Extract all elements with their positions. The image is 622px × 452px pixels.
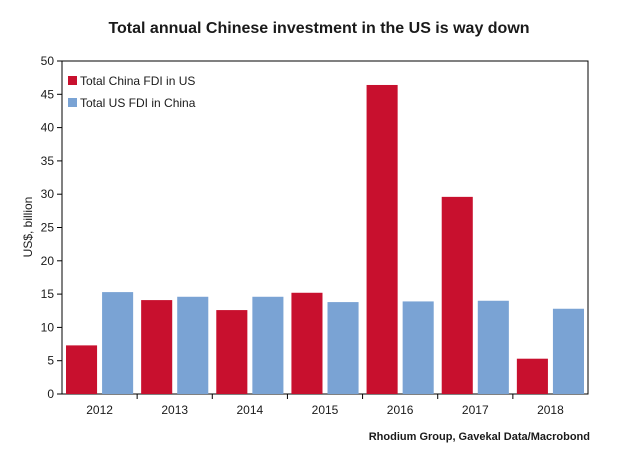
bar-us-fdi-2016 <box>402 301 434 394</box>
y-tick-label: 35 <box>41 154 55 168</box>
y-tick-label: 50 <box>41 54 55 68</box>
x-tick-label: 2016 <box>387 403 414 417</box>
y-tick-label: 25 <box>41 221 55 235</box>
y-tick-label: 30 <box>41 187 55 201</box>
chart-title: Total annual Chinese investment in the U… <box>108 20 529 37</box>
bar-us-fdi-2018 <box>552 308 584 394</box>
legend-label-china-fdi: Total China FDI in US <box>80 74 195 88</box>
y-tick-label: 20 <box>41 254 55 268</box>
bar-us-fdi-2012 <box>102 292 134 394</box>
bar-china-fdi-2017 <box>441 196 473 394</box>
x-tick-label: 2014 <box>237 403 264 417</box>
bar-us-fdi-2017 <box>477 300 509 394</box>
y-tick-label: 45 <box>41 87 55 101</box>
plot-frame <box>61 60 589 395</box>
y-tick-label: 5 <box>47 354 54 368</box>
y-axis-label: US$, billion <box>21 197 35 258</box>
y-tick-label: 15 <box>41 287 55 301</box>
bar-china-fdi-2015 <box>291 292 323 394</box>
bar-china-fdi-2016 <box>366 84 398 394</box>
x-tick-label: 2013 <box>161 403 188 417</box>
y-tick-label: 0 <box>47 387 54 401</box>
source-note: Rhodium Group, Gavekal Data/Macrobond <box>369 431 590 443</box>
bar-us-fdi-2015 <box>327 302 359 394</box>
bar-us-fdi-2014 <box>252 296 284 394</box>
y-axis: 0 5 10 15 20 25 30 35 40 45 50 <box>41 54 62 401</box>
x-tick-label: 2018 <box>537 403 564 417</box>
bar-china-fdi-2013 <box>141 300 173 394</box>
x-axis: 2012 2013 2014 2015 2016 2017 2018 <box>86 394 564 417</box>
legend-swatch-china-fdi <box>68 76 77 85</box>
bars <box>66 84 584 394</box>
legend: Total China FDI in US Total US FDI in Ch… <box>68 74 196 110</box>
y-tick-label: 40 <box>41 121 55 135</box>
x-tick-label: 2015 <box>312 403 339 417</box>
x-tick-label: 2012 <box>86 403 113 417</box>
y-tick-label: 10 <box>41 320 55 334</box>
legend-swatch-us-fdi <box>68 98 77 107</box>
bar-china-fdi-2014 <box>216 310 248 394</box>
bar-china-fdi-2012 <box>66 345 98 394</box>
bar-us-fdi-2013 <box>177 296 209 394</box>
x-tick-label: 2017 <box>462 403 489 417</box>
legend-label-us-fdi: Total US FDI in China <box>80 96 196 110</box>
bar-china-fdi-2018 <box>516 358 548 394</box>
